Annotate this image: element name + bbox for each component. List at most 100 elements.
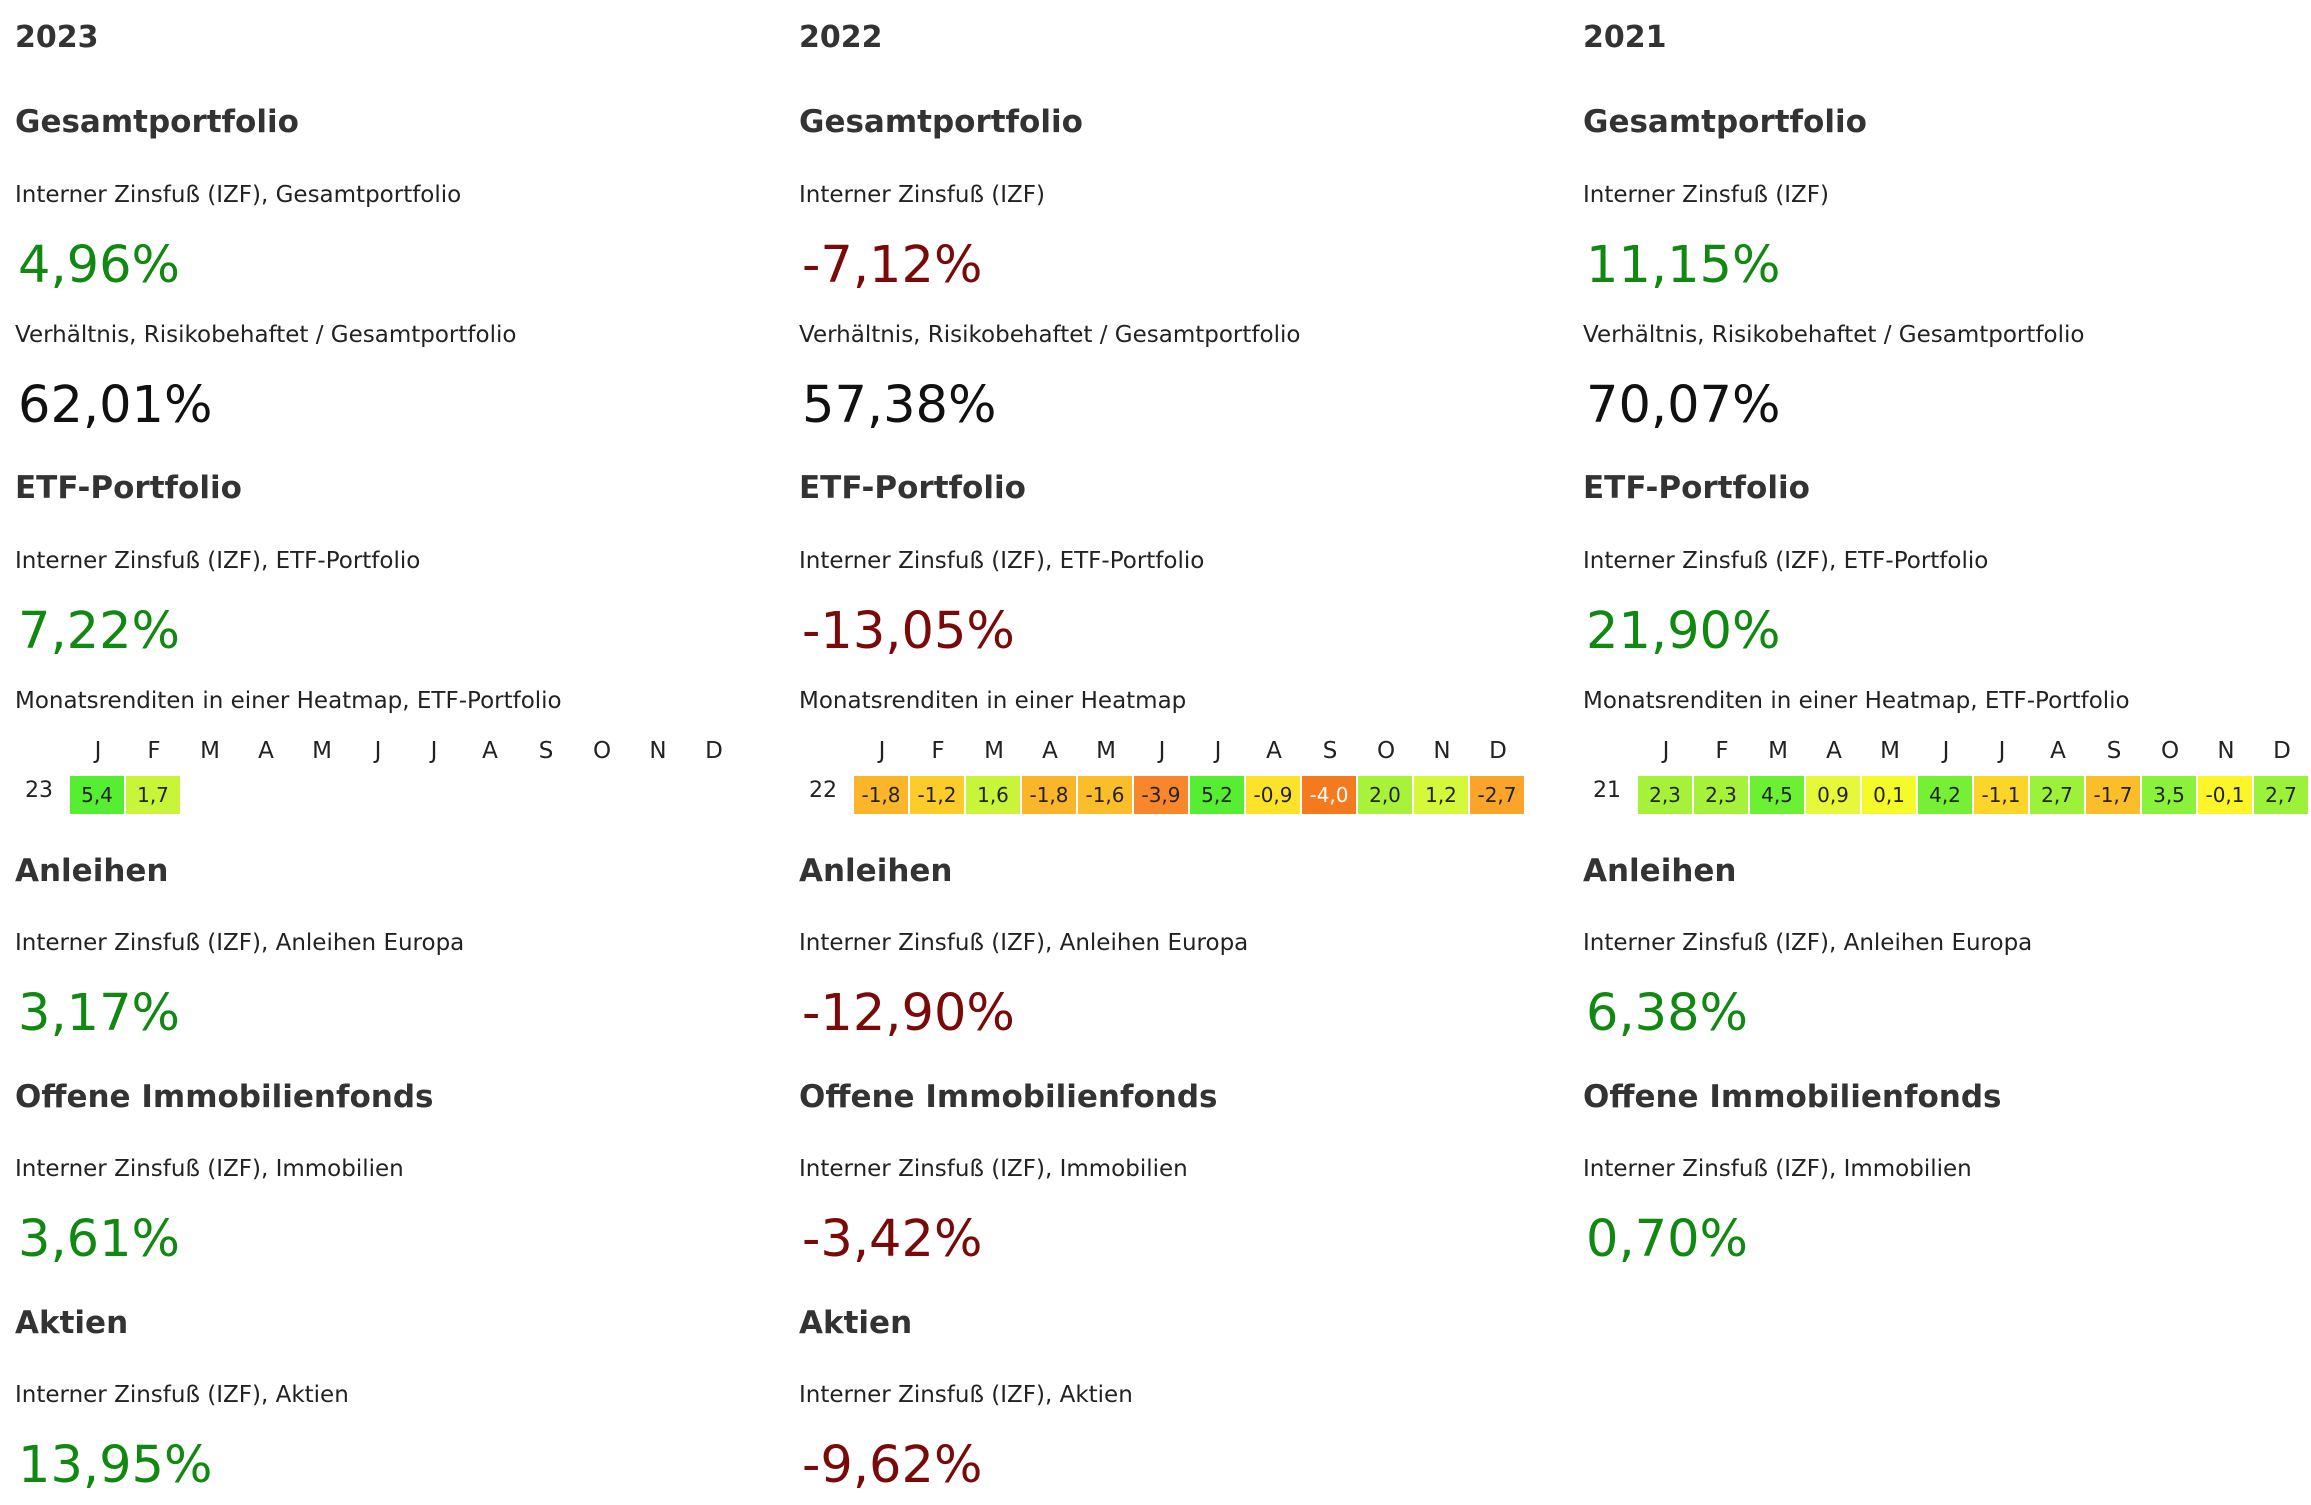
heatmap-month-label: J	[1662, 738, 1670, 764]
real-estate-irr-value: 3,61%	[18, 1210, 181, 1269]
heatmap-month-label: J	[1942, 738, 1950, 764]
heatmap-month-label: J	[1998, 738, 2006, 764]
heatmap-cell: -1,7	[2086, 776, 2140, 814]
section-title-total: Gesamtportfolio	[1583, 104, 1867, 140]
bonds-irr-value: -12,90%	[802, 984, 1015, 1043]
total-irr-label: Interner Zinsfuß (IZF)	[1583, 182, 1829, 208]
heatmap-month-label: D	[1489, 738, 1507, 764]
heatmap-month-label: N	[2217, 738, 2235, 764]
section-title-stocks: Aktien	[799, 1305, 913, 1341]
heatmap-month-label: J	[94, 738, 102, 764]
heatmap-cell: 2,3	[1694, 776, 1748, 814]
heatmap-month-label: O	[1376, 738, 1396, 764]
heatmap-label: Monatsrenditen in einer Heatmap, ETF-Por…	[1583, 688, 2130, 714]
section-title-stocks: Aktien	[15, 1305, 129, 1341]
heatmap-month-label: N	[649, 738, 667, 764]
bonds-irr-value: 6,38%	[1586, 984, 1749, 1043]
heatmap-cell: 1,7	[126, 776, 180, 814]
stocks-irr-label: Interner Zinsfuß (IZF), Aktien	[799, 1382, 1133, 1408]
heatmap-cell: 1,6	[966, 776, 1020, 814]
heatmap-cell: -1,8	[1022, 776, 1076, 814]
heatmap-cell: -4,0	[1302, 776, 1356, 814]
heatmap-month-label: M	[312, 738, 332, 764]
section-title-etf: ETF-Portfolio	[799, 470, 1026, 506]
bonds-irr-label: Interner Zinsfuß (IZF), Anleihen Europa	[15, 930, 465, 956]
heatmap-month-label: A	[1266, 738, 1282, 764]
heatmap-month-label: D	[2273, 738, 2291, 764]
stocks-irr-label: Interner Zinsfuß (IZF), Aktien	[15, 1382, 349, 1408]
year-heading: 2023	[15, 20, 99, 55]
heatmap-month-label: F	[1715, 738, 1729, 764]
real-estate-irr-value: -3,42%	[802, 1210, 983, 1269]
section-title-bonds: Anleihen	[1583, 853, 1737, 889]
heatmap-month-label: D	[705, 738, 723, 764]
etf-irr-value: 7,22%	[18, 602, 181, 661]
heatmap-cell: -0,1	[2198, 776, 2252, 814]
heatmap-cell: 5,2	[1190, 776, 1244, 814]
risk-ratio-value: 57,38%	[802, 376, 997, 435]
heatmap-month-label: M	[1096, 738, 1116, 764]
heatmap-month-label: A	[1826, 738, 1842, 764]
real-estate-irr-label: Interner Zinsfuß (IZF), Immobilien	[15, 1156, 404, 1182]
heatmap-cell: 0,1	[1862, 776, 1916, 814]
heatmap-cell: -1,8	[854, 776, 908, 814]
risk-ratio-label: Verhältnis, Risikobehaftet / Gesamtportf…	[1583, 322, 2085, 348]
heatmap-month-label: A	[482, 738, 498, 764]
heatmap-month-label: O	[2160, 738, 2180, 764]
section-title-total: Gesamtportfolio	[15, 104, 299, 140]
bonds-irr-label: Interner Zinsfuß (IZF), Anleihen Europa	[799, 930, 1249, 956]
total-irr-label: Interner Zinsfuß (IZF)	[799, 182, 1045, 208]
section-title-bonds: Anleihen	[15, 853, 169, 889]
etf-irr-label: Interner Zinsfuß (IZF), ETF-Portfolio	[1583, 548, 1989, 574]
total-irr-value: 11,15%	[1586, 236, 1781, 295]
section-title-bonds: Anleihen	[799, 853, 953, 889]
bonds-irr-label: Interner Zinsfuß (IZF), Anleihen Europa	[1583, 930, 2033, 956]
heatmap-cell: -0,9	[1246, 776, 1300, 814]
heatmap-cell: 1,2	[1414, 776, 1468, 814]
heatmap-month-label: M	[1768, 738, 1788, 764]
heatmap-month-label: J	[430, 738, 438, 764]
heatmap-cell: 3,5	[2142, 776, 2196, 814]
heatmap-month-label: J	[374, 738, 382, 764]
heatmap-year-label: 23	[25, 778, 53, 803]
etf-irr-label: Interner Zinsfuß (IZF), ETF-Portfolio	[799, 548, 1205, 574]
heatmap-month-label: F	[147, 738, 161, 764]
etf-irr-value: -13,05%	[802, 602, 1015, 661]
heatmap-month-label: S	[2106, 738, 2122, 764]
heatmap-cell: -1,2	[910, 776, 964, 814]
section-title-real-estate: Offene Immobilienfonds	[799, 1079, 1218, 1115]
heatmap-month-label: M	[984, 738, 1004, 764]
heatmap-month-label: M	[1880, 738, 1900, 764]
heatmap-cell: -1,6	[1078, 776, 1132, 814]
heatmap-month-label: A	[1042, 738, 1058, 764]
heatmap-cell: 4,2	[1918, 776, 1972, 814]
heatmap-label: Monatsrenditen in einer Heatmap, ETF-Por…	[15, 688, 562, 714]
total-irr-label: Interner Zinsfuß (IZF), Gesamtportfolio	[15, 182, 462, 208]
bonds-irr-value: 3,17%	[18, 984, 181, 1043]
heatmap-month-label: O	[592, 738, 612, 764]
etf-irr-value: 21,90%	[1586, 602, 1781, 661]
heatmap-cell: 2,3	[1638, 776, 1692, 814]
section-title-real-estate: Offene Immobilienfonds	[15, 1079, 434, 1115]
heatmap-cell: 2,0	[1358, 776, 1412, 814]
section-title-total: Gesamtportfolio	[799, 104, 1083, 140]
section-title-etf: ETF-Portfolio	[1583, 470, 1810, 506]
heatmap-month-label: A	[2050, 738, 2066, 764]
heatmap-cell: 4,5	[1750, 776, 1804, 814]
real-estate-irr-value: 0,70%	[1586, 1210, 1749, 1269]
total-irr-value: -7,12%	[802, 236, 983, 295]
real-estate-irr-label: Interner Zinsfuß (IZF), Immobilien	[799, 1156, 1188, 1182]
heatmap-month-label: S	[538, 738, 554, 764]
heatmap-year-label: 21	[1593, 778, 1621, 803]
risk-ratio-value: 70,07%	[1586, 376, 1781, 435]
stocks-irr-value: -9,62%	[802, 1436, 983, 1495]
risk-ratio-label: Verhältnis, Risikobehaftet / Gesamtportf…	[15, 322, 517, 348]
heatmap-cell: -2,7	[1470, 776, 1524, 814]
year-heading: 2021	[1583, 20, 1667, 55]
heatmap-month-label: J	[1214, 738, 1222, 764]
heatmap-month-label: F	[931, 738, 945, 764]
total-irr-value: 4,96%	[18, 236, 181, 295]
heatmap-cell: 0,9	[1806, 776, 1860, 814]
stocks-irr-value: 13,95%	[18, 1436, 213, 1495]
